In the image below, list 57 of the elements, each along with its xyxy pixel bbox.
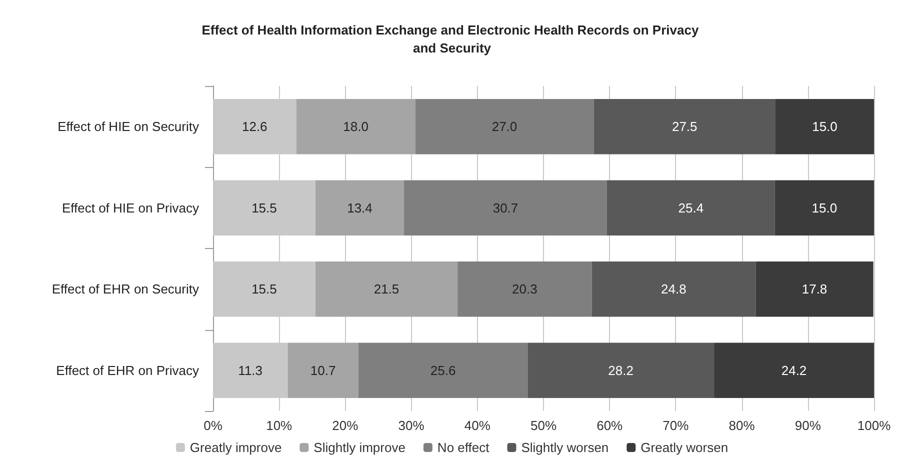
x-tick-label: 80% xyxy=(728,418,756,433)
data-label: 30.7 xyxy=(492,200,518,216)
bar xyxy=(592,262,756,317)
data-label: 13.4 xyxy=(347,200,372,216)
data-label: 25.6 xyxy=(430,362,456,378)
bar xyxy=(296,99,416,154)
data-label: 21.5 xyxy=(374,282,400,297)
legend-label: Greatly worsen xyxy=(640,440,728,455)
x-tick-label: 70% xyxy=(662,418,690,433)
bar xyxy=(756,262,874,317)
x-tick-label: 0% xyxy=(204,418,223,433)
bar xyxy=(288,342,358,398)
x-tick-label: 10% xyxy=(266,418,293,433)
data-label: 24.8 xyxy=(661,282,686,297)
bar xyxy=(404,180,607,236)
data-label: 28.2 xyxy=(608,362,634,378)
chart-title: Effect of Health Information Exchange and Electronic Health Records on Privacy and Security xyxy=(202,22,702,56)
legend-label: Greatly improve xyxy=(190,440,282,455)
bar xyxy=(714,342,874,398)
x-tick-label: 100% xyxy=(857,418,892,433)
bar xyxy=(315,180,404,236)
legend-label: Slightly improve xyxy=(314,440,406,455)
legend-label: No effect xyxy=(437,440,490,455)
data-label: 25.4 xyxy=(678,200,704,216)
data-label: 17.8 xyxy=(802,282,828,297)
y-tick-label: Effect of EHR on Privacy xyxy=(56,362,200,378)
y-tick-label: Effect of HIE on Privacy xyxy=(62,200,200,216)
x-tick-label: 30% xyxy=(398,418,425,433)
data-label: 27.5 xyxy=(672,119,698,134)
data-label: 10.7 xyxy=(310,362,336,378)
data-label: 11.3 xyxy=(238,362,263,378)
bar xyxy=(358,342,528,398)
x-tick-label: 20% xyxy=(332,418,359,433)
bar xyxy=(528,342,714,398)
bar xyxy=(594,99,776,154)
y-tick-label: Effect of EHR on Security xyxy=(52,282,200,297)
y-tick-label: Effect of HIE on Security xyxy=(58,119,200,134)
legend-label: Slightly worsen xyxy=(521,440,609,455)
data-label: 15.0 xyxy=(812,119,838,134)
data-label: 27.0 xyxy=(492,119,518,134)
data-label: 15.5 xyxy=(252,282,277,297)
bar xyxy=(606,180,775,236)
bar xyxy=(774,180,874,236)
x-tick-label: 60% xyxy=(596,418,624,433)
bar xyxy=(415,99,594,154)
data-label: 12.6 xyxy=(242,119,268,134)
x-tick-label: 50% xyxy=(530,418,557,433)
bar xyxy=(458,262,592,317)
data-label: 20.3 xyxy=(512,282,538,297)
data-label: 18.0 xyxy=(343,119,368,134)
x-tick-label: 40% xyxy=(464,418,491,433)
bar xyxy=(776,99,874,154)
data-label: 15.0 xyxy=(812,200,838,216)
bar xyxy=(315,262,458,317)
data-label: 15.5 xyxy=(252,200,277,216)
data-label: 24.2 xyxy=(781,362,807,378)
x-tick-label: 90% xyxy=(794,418,822,433)
